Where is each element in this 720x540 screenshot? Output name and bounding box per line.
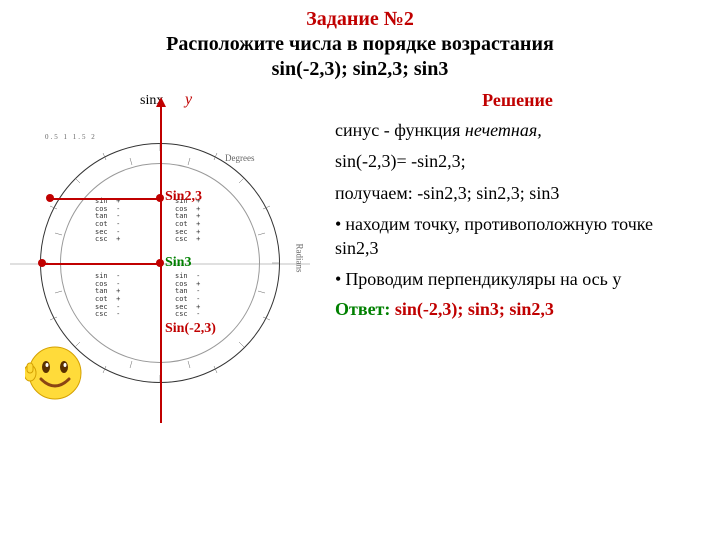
bullet-2: Проводим перпендикуляры на ось у <box>335 268 700 291</box>
point-sin23 <box>46 194 54 202</box>
y-axis-label: y <box>185 91 192 109</box>
bullet-1: находим точку, противоположную точке sin… <box>335 213 700 260</box>
answer-label: Ответ: <box>335 299 395 319</box>
solution-line-1: синус - функция нечетная, <box>335 119 700 142</box>
radians-label: Radians <box>295 244 305 273</box>
quadrant3-signs: sin - cos - tan + cot + sec - csc - <box>95 273 120 319</box>
point-sin3 <box>38 259 46 267</box>
degrees-label: Degrees <box>225 153 254 163</box>
smiley-icon <box>25 343 85 403</box>
sin-neg23-marker: Sin(-2,3) <box>165 321 216 337</box>
solution-line-3: получаем: -sin2,3; sin2,3; sin3 <box>335 182 700 205</box>
answer-line: Ответ: sin(-2,3); sin3; sin2,3 <box>335 299 700 320</box>
scale-values: 0.5 1 1.5 2 <box>45 133 97 141</box>
answer-value: sin(-2,3); sin3; sin2,3 <box>395 299 554 319</box>
line1-italic: нечетная, <box>465 120 542 140</box>
perpendicular-line-1 <box>50 198 160 200</box>
quadrant4-signs: sin - cos + tan - cot - sec + csc - <box>175 273 200 319</box>
task-expression: sin(-2,3); sin2,3; sin3 <box>0 58 720 81</box>
content-area: sinx y 0.5 1 1.5 2 <box>0 85 720 413</box>
sin23-marker: Sin2,3 <box>165 189 202 205</box>
sin3-marker: Sin3 <box>165 255 191 271</box>
task-subtitle: Расположите числа в порядке возрастания <box>0 33 720 56</box>
line1-text: синус - функция <box>335 120 465 140</box>
solution-line-2: sin(-2,3)= -sin2,3; <box>335 150 700 173</box>
quadrant2-signs: sin + cos - tan - cot - sec - csc + <box>95 198 120 244</box>
task-title: Задание №2 <box>0 8 720 31</box>
perpendicular-line-2 <box>40 263 160 265</box>
diagram-panel: sinx y 0.5 1 1.5 2 <box>10 85 320 413</box>
point-axis-1 <box>156 194 164 202</box>
solution-panel: Решение синус - функция нечетная, sin(-2… <box>320 85 710 413</box>
point-axis-2 <box>156 259 164 267</box>
solution-title: Решение <box>335 90 700 111</box>
header: Задание №2 Расположите числа в порядке в… <box>0 0 720 85</box>
